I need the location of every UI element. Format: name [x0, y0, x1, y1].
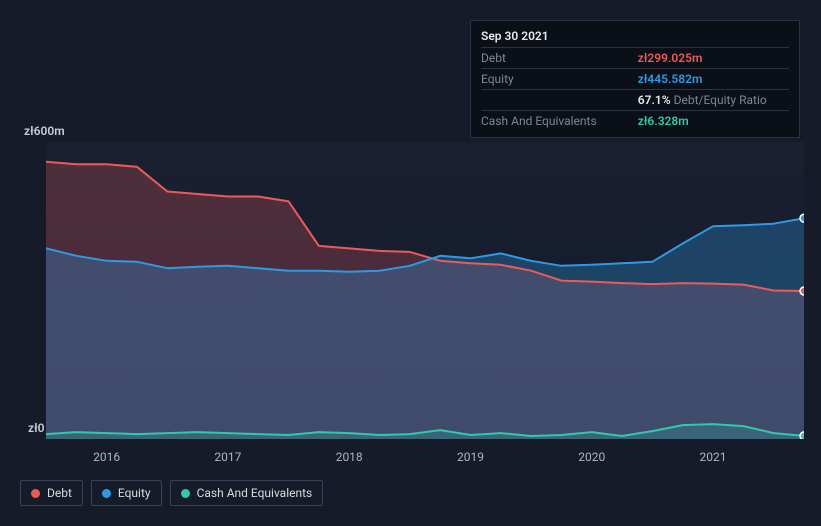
tooltip-row-value: 67.1% Debt/Equity Ratio	[638, 90, 789, 111]
legend-swatch	[102, 489, 111, 498]
chart-legend: Debt Equity Cash And Equivalents	[20, 480, 323, 506]
tooltip-row-value: zł299.025m	[638, 48, 789, 69]
tooltip-row-label	[481, 90, 638, 111]
x-tick: 2020	[578, 450, 605, 464]
x-tick: 2019	[457, 450, 484, 464]
marker-equity	[800, 214, 804, 222]
tooltip-row-label: Equity	[481, 69, 638, 90]
tooltip-row: Equityzł445.582m	[481, 69, 789, 90]
x-tick: 2021	[700, 450, 727, 464]
x-tick: 2017	[214, 450, 241, 464]
legend-item-equity[interactable]: Equity	[91, 480, 162, 506]
tooltip-row-value: zł6.328m	[638, 111, 789, 132]
legend-label: Debt	[47, 486, 72, 500]
marker-debt	[800, 287, 804, 295]
tooltip-row-value: zł445.582m	[638, 69, 789, 90]
legend-swatch	[31, 489, 40, 498]
tooltip-row: Debtzł299.025m	[481, 48, 789, 69]
chart-plot-area	[46, 142, 804, 439]
y-axis-max-label: zł600m	[24, 124, 65, 138]
legend-item-cash-and-equivalents[interactable]: Cash And Equivalents	[170, 480, 324, 506]
tooltip-date: Sep 30 2021	[481, 27, 789, 47]
x-tick: 2016	[93, 450, 120, 464]
x-tick: 2018	[336, 450, 363, 464]
tooltip-row-label: Debt	[481, 48, 638, 69]
legend-label: Equity	[118, 486, 151, 500]
y-axis-min-label: zł0	[28, 421, 45, 435]
tooltip-row: 67.1% Debt/Equity Ratio	[481, 90, 789, 111]
legend-swatch	[181, 489, 190, 498]
tooltip-row: Cash And Equivalentszł6.328m	[481, 111, 789, 132]
legend-label: Cash And Equivalents	[197, 486, 313, 500]
legend-item-debt[interactable]: Debt	[20, 480, 83, 506]
chart-tooltip: Sep 30 2021Debtzł299.025mEquityzł445.582…	[470, 20, 800, 138]
marker-cash	[800, 432, 804, 439]
tooltip-row-label: Cash And Equivalents	[481, 111, 638, 132]
